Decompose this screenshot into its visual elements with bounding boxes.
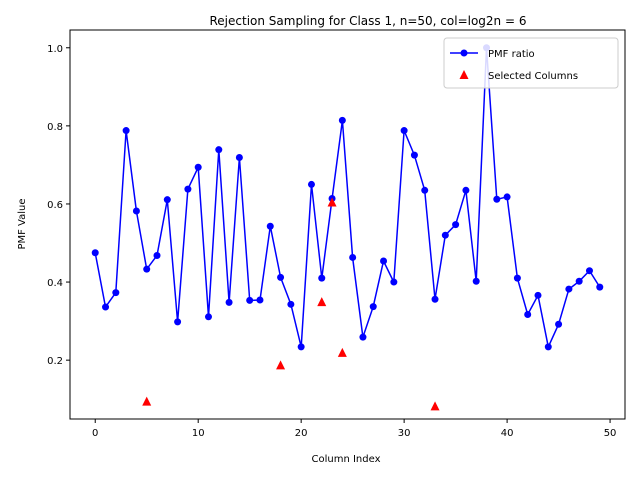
pmf-ratio-point bbox=[143, 265, 151, 273]
pmf-ratio-point bbox=[112, 289, 120, 297]
pmf-ratio-point bbox=[503, 193, 511, 201]
x-axis-label: Column Index bbox=[311, 454, 380, 465]
pmf-ratio-point bbox=[174, 318, 182, 326]
y-tick-label: 0.8 bbox=[47, 122, 63, 133]
pmf-ratio-point bbox=[163, 196, 171, 204]
pmf-ratio-point bbox=[91, 249, 99, 257]
pmf-ratio-point bbox=[555, 320, 563, 328]
chart-title: Rejection Sampling for Class 1, n=50, co… bbox=[210, 14, 527, 28]
selected-column-point bbox=[317, 297, 327, 307]
pmf-ratio-point bbox=[585, 267, 593, 275]
pmf-ratio-point bbox=[462, 186, 470, 194]
selected-column-point bbox=[430, 401, 440, 411]
pmf-ratio-point bbox=[441, 231, 449, 239]
x-axis: 0 10 20 30 40 50 bbox=[92, 419, 616, 439]
pmf-ratio-point bbox=[297, 343, 305, 351]
pmf-ratio-point bbox=[400, 127, 408, 135]
pmf-ratio-point bbox=[122, 127, 130, 135]
pmf-ratio-point bbox=[215, 146, 223, 154]
pmf-ratio-point bbox=[575, 277, 583, 285]
x-tick-label: 30 bbox=[398, 428, 411, 439]
selected-column-point bbox=[276, 360, 286, 370]
pmf-ratio-point bbox=[452, 221, 460, 229]
pmf-ratio-point bbox=[390, 278, 398, 286]
legend-label-selected-columns: Selected Columns bbox=[488, 71, 578, 82]
pmf-ratio-point bbox=[524, 310, 532, 318]
y-tick-label: 0.6 bbox=[47, 200, 63, 211]
pmf-ratio-point bbox=[359, 333, 367, 341]
pmf-ratio-point bbox=[421, 186, 429, 194]
x-tick-label: 10 bbox=[192, 428, 205, 439]
legend-label-pmf-ratio: PMF ratio bbox=[488, 49, 535, 60]
x-tick-label: 40 bbox=[501, 428, 514, 439]
pmf-ratio-point bbox=[153, 252, 161, 260]
y-tick-label: 0.4 bbox=[47, 278, 63, 289]
pmf-ratio-point bbox=[225, 298, 233, 306]
pmf-ratio-point bbox=[277, 273, 285, 281]
pmf-ratio-point bbox=[132, 207, 140, 215]
pmf-ratio-point bbox=[318, 274, 326, 282]
pmf-ratio-point bbox=[534, 291, 542, 299]
pmf-ratio-point bbox=[431, 295, 439, 303]
pmf-ratio-point bbox=[410, 151, 418, 159]
pmf-ratio-point bbox=[513, 274, 521, 282]
pmf-ratio-point bbox=[235, 153, 243, 161]
pmf-ratio-point bbox=[544, 343, 552, 351]
x-tick-label: 0 bbox=[92, 428, 98, 439]
pmf-ratio-point bbox=[565, 285, 573, 293]
pmf-ratio-point bbox=[307, 180, 315, 188]
pmf-ratio-point bbox=[349, 253, 357, 261]
pmf-ratio-point bbox=[472, 277, 480, 285]
y-axis-label: PMF Value bbox=[17, 198, 28, 249]
legend-marker-pmf-ratio bbox=[460, 49, 468, 57]
pmf-ratio-point bbox=[380, 257, 388, 265]
legend-box bbox=[443, 37, 619, 89]
pmf-ratio-point bbox=[184, 185, 192, 193]
pmf-ratio-point bbox=[266, 222, 274, 230]
y-axis: 0.2 0.4 0.6 0.8 1.0 bbox=[47, 44, 70, 367]
pmf-ratio-point bbox=[194, 163, 202, 171]
pmf-ratio-point bbox=[204, 313, 212, 321]
axes-frame bbox=[69, 29, 626, 420]
x-tick-label: 50 bbox=[604, 428, 617, 439]
series-line-pmf-ratio bbox=[94, 47, 601, 350]
selected-column-point bbox=[337, 347, 347, 357]
pmf-ratio-point bbox=[338, 116, 346, 124]
pmf-ratio-point bbox=[256, 296, 264, 304]
y-tick-label: 0.2 bbox=[47, 356, 63, 367]
pmf-ratio-point bbox=[246, 296, 254, 304]
x-tick-label: 20 bbox=[295, 428, 308, 439]
y-tick-label: 1.0 bbox=[47, 44, 63, 55]
pmf-ratio-point bbox=[369, 303, 377, 311]
legend-marker-selected-columns bbox=[459, 70, 469, 79]
plot-area bbox=[91, 44, 604, 411]
pmf-ratio-point bbox=[102, 303, 110, 311]
pmf-ratio-point bbox=[287, 300, 295, 308]
pmf-ratio-point bbox=[596, 283, 604, 291]
pmf-ratio-point bbox=[493, 195, 501, 203]
selected-column-point bbox=[327, 197, 337, 207]
legend: PMF ratio Selected Columns bbox=[443, 37, 619, 89]
selected-column-point bbox=[142, 396, 152, 406]
